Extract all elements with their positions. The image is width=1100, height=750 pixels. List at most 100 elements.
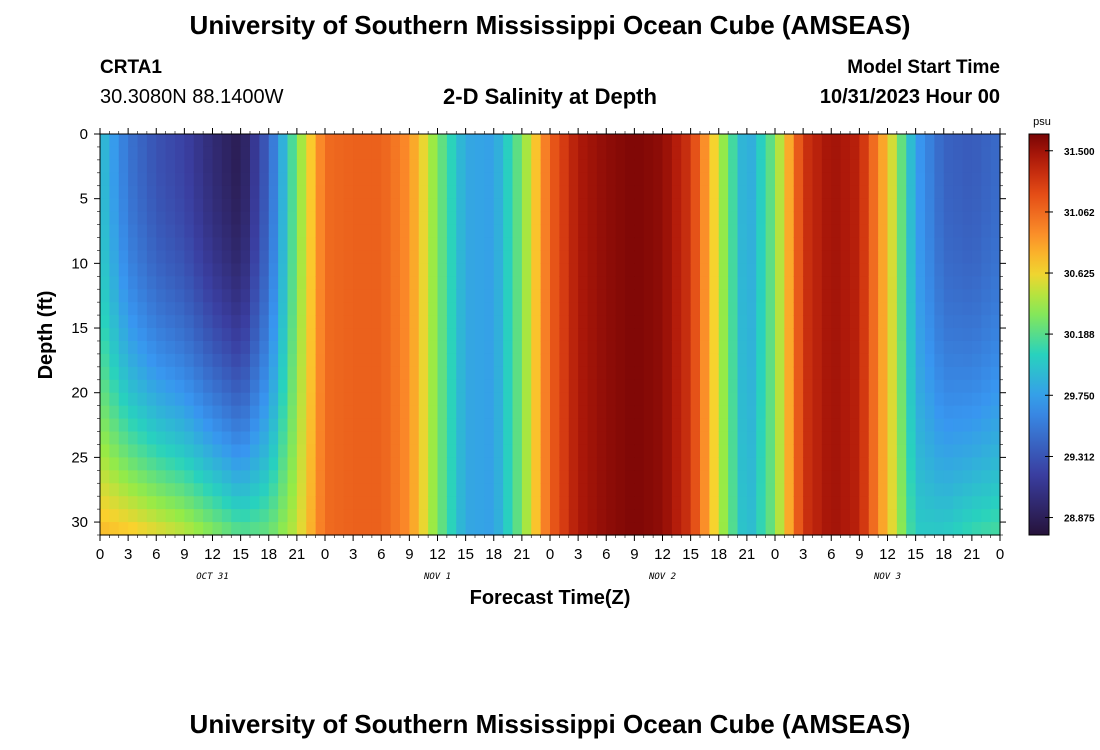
heatmap-cell — [878, 237, 889, 252]
heatmap-cell — [109, 509, 120, 523]
heatmap-cell — [943, 496, 954, 510]
heatmap-cell — [409, 431, 420, 446]
heatmap-cell — [493, 159, 504, 174]
heatmap-cell — [896, 185, 907, 200]
heatmap-cell — [971, 509, 982, 523]
heatmap-cell — [175, 172, 185, 187]
heatmap-cell — [803, 405, 814, 420]
heatmap-cell — [615, 405, 626, 420]
heatmap-cell — [325, 134, 335, 148]
heatmap-cell — [315, 496, 326, 510]
heatmap-cell — [681, 340, 692, 355]
heatmap-cell — [915, 146, 926, 161]
heatmap-cell — [456, 509, 467, 523]
heatmap-cell — [681, 159, 692, 174]
heatmap-cell — [100, 159, 110, 174]
heatmap-cell — [784, 211, 795, 226]
heatmap-cell — [634, 353, 645, 368]
heatmap-cell — [709, 483, 720, 497]
heatmap-cell — [475, 237, 485, 252]
heatmap-cell — [718, 444, 729, 458]
heatmap-cell — [765, 392, 776, 407]
heatmap-cell — [737, 276, 748, 290]
heatmap-cell — [165, 457, 176, 471]
heatmap-cell — [456, 353, 467, 368]
heatmap-cell — [925, 379, 935, 394]
heatmap-cell — [971, 340, 982, 355]
heatmap-cell — [850, 224, 860, 239]
heatmap-cell — [568, 353, 579, 368]
heatmap-cell — [212, 470, 223, 484]
heatmap-cell — [184, 237, 195, 252]
heatmap-cell — [896, 366, 907, 381]
heatmap-cell — [653, 198, 664, 213]
heatmap-cell — [850, 185, 860, 200]
heatmap-cell — [925, 289, 935, 303]
heatmap-cell — [203, 224, 214, 239]
heatmap-cell — [456, 289, 467, 303]
heatmap-cell — [146, 431, 157, 446]
heatmap-cell — [418, 185, 429, 200]
heatmap-cell — [840, 224, 851, 239]
heatmap-cell — [615, 328, 626, 342]
heatmap-cell — [475, 496, 485, 510]
heatmap-cell — [475, 134, 485, 148]
heatmap-cell — [746, 134, 757, 148]
heatmap-cell — [362, 198, 373, 213]
heatmap-cell — [137, 263, 148, 277]
heatmap-cell — [268, 392, 279, 407]
heatmap-cell — [840, 340, 851, 355]
heatmap-cell — [203, 237, 214, 252]
heatmap-cell — [362, 431, 373, 446]
heatmap-cell — [484, 340, 495, 355]
heatmap-cell — [756, 289, 767, 303]
heatmap-cell — [165, 289, 176, 303]
heatmap-cell — [709, 522, 720, 536]
heatmap-cell — [465, 185, 476, 200]
heatmap-cell — [728, 353, 739, 368]
heatmap-cell — [550, 509, 560, 523]
heatmap-cell — [681, 211, 692, 226]
heatmap-cell — [775, 198, 785, 213]
heatmap-cell — [934, 431, 945, 446]
heatmap-cell — [990, 185, 1001, 200]
heatmap-cell — [709, 250, 720, 264]
heatmap-cell — [690, 289, 701, 303]
heatmap-cell — [925, 366, 935, 381]
heatmap-cell — [981, 134, 992, 148]
heatmap-cell — [878, 483, 889, 497]
heatmap-cell — [700, 172, 710, 187]
heatmap-cell — [700, 340, 710, 355]
heatmap-cell — [240, 392, 251, 407]
heatmap-cell — [981, 483, 992, 497]
heatmap-cell — [240, 172, 251, 187]
heatmap-cell — [531, 522, 542, 536]
heatmap-cell — [803, 224, 814, 239]
heatmap-cell — [878, 366, 889, 381]
heatmap-cell — [287, 159, 298, 174]
heatmap-cell — [221, 418, 232, 433]
heatmap-cell — [821, 328, 832, 342]
heatmap-cell — [184, 340, 195, 355]
heatmap-cell — [878, 328, 889, 342]
heatmap-cell — [325, 302, 335, 316]
heatmap-cell — [559, 483, 570, 497]
heatmap-cell — [203, 340, 214, 355]
heatmap-cell — [896, 198, 907, 213]
heatmap-cell — [765, 250, 776, 264]
heatmap-cell — [118, 211, 129, 226]
heatmap-cell — [615, 522, 626, 536]
heatmap-cell — [531, 328, 542, 342]
heatmap-cell — [831, 340, 842, 355]
heatmap-cell — [325, 185, 335, 200]
heatmap-cell — [803, 146, 814, 161]
heatmap-cell — [409, 509, 420, 523]
heatmap-cell — [671, 134, 682, 148]
heatmap-cell — [925, 237, 935, 252]
heatmap-cell — [934, 237, 945, 252]
heatmap-cell — [259, 172, 270, 187]
heatmap-cell — [156, 328, 167, 342]
heatmap-cell — [306, 353, 317, 368]
heatmap-cell — [268, 302, 279, 316]
heatmap-cell — [934, 159, 945, 174]
